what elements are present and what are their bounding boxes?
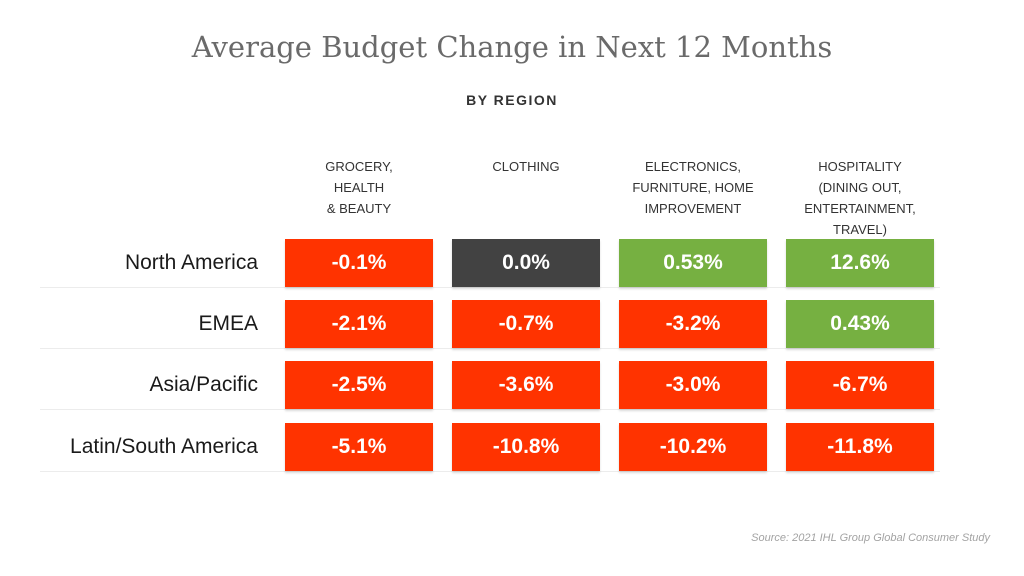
value-cell: 0.0%	[452, 239, 600, 287]
row-divider	[40, 471, 940, 472]
column-header-line: GROCERY,	[325, 159, 393, 174]
column-header-line: TRAVEL)	[833, 222, 887, 237]
value-cell: -3.2%	[619, 300, 767, 348]
chart-subtitle: BY REGION	[466, 92, 558, 108]
column-header: ELECTRONICS, FURNITURE, HOME IMPROVEMENT	[613, 156, 773, 219]
column-header-line: HEALTH	[333, 180, 385, 195]
value-cell: 12.6%	[786, 239, 934, 287]
value-cell: -6.7%	[786, 361, 934, 409]
value-cell: -10.2%	[619, 423, 767, 471]
value-cell: -5.1%	[285, 423, 433, 471]
row-divider	[40, 409, 940, 410]
column-header-line: CLOTHING	[492, 159, 560, 174]
column-header: GROCERY, HEALTH & BEAUTY	[279, 156, 439, 219]
value-cell: -0.1%	[285, 239, 433, 287]
value-cell: -2.1%	[285, 300, 433, 348]
column-header-line: IMPROVEMENT	[644, 201, 742, 216]
value-cell: 0.53%	[619, 239, 767, 287]
column-header-line: ENTERTAINMENT,	[804, 201, 916, 216]
column-header: HOSPITALITY (DINING OUT, ENTERTAINMENT, TRA…	[780, 156, 940, 240]
column-header-line: ELECTRONICS,	[644, 159, 742, 174]
row-label: Latin/South America	[70, 435, 258, 458]
value-cell: -3.0%	[619, 361, 767, 409]
value-cell: 0.43%	[786, 300, 934, 348]
value-cell: -2.5%	[285, 361, 433, 409]
row-divider	[40, 348, 940, 349]
chart-title: Average Budget Change in Next 12 Months	[191, 30, 833, 64]
column-header: CLOTHING	[446, 156, 606, 177]
column-header-line: HOSPITALITY	[818, 159, 902, 174]
value-cell: -0.7%	[452, 300, 600, 348]
value-cell: -10.8%	[452, 423, 600, 471]
row-divider	[40, 287, 940, 288]
column-header-line: & BEAUTY	[326, 201, 392, 216]
column-header-line: (DINING OUT,	[818, 180, 902, 195]
row-label: Asia/Pacific	[149, 373, 258, 396]
value-cell: -11.8%	[786, 423, 934, 471]
value-cell: -3.6%	[452, 361, 600, 409]
source-note: Source: 2021 IHL Group Global Consumer S…	[751, 532, 990, 544]
row-label: EMEA	[198, 312, 258, 335]
row-label: North America	[124, 251, 258, 274]
column-header-line: FURNITURE, HOME	[632, 180, 754, 195]
